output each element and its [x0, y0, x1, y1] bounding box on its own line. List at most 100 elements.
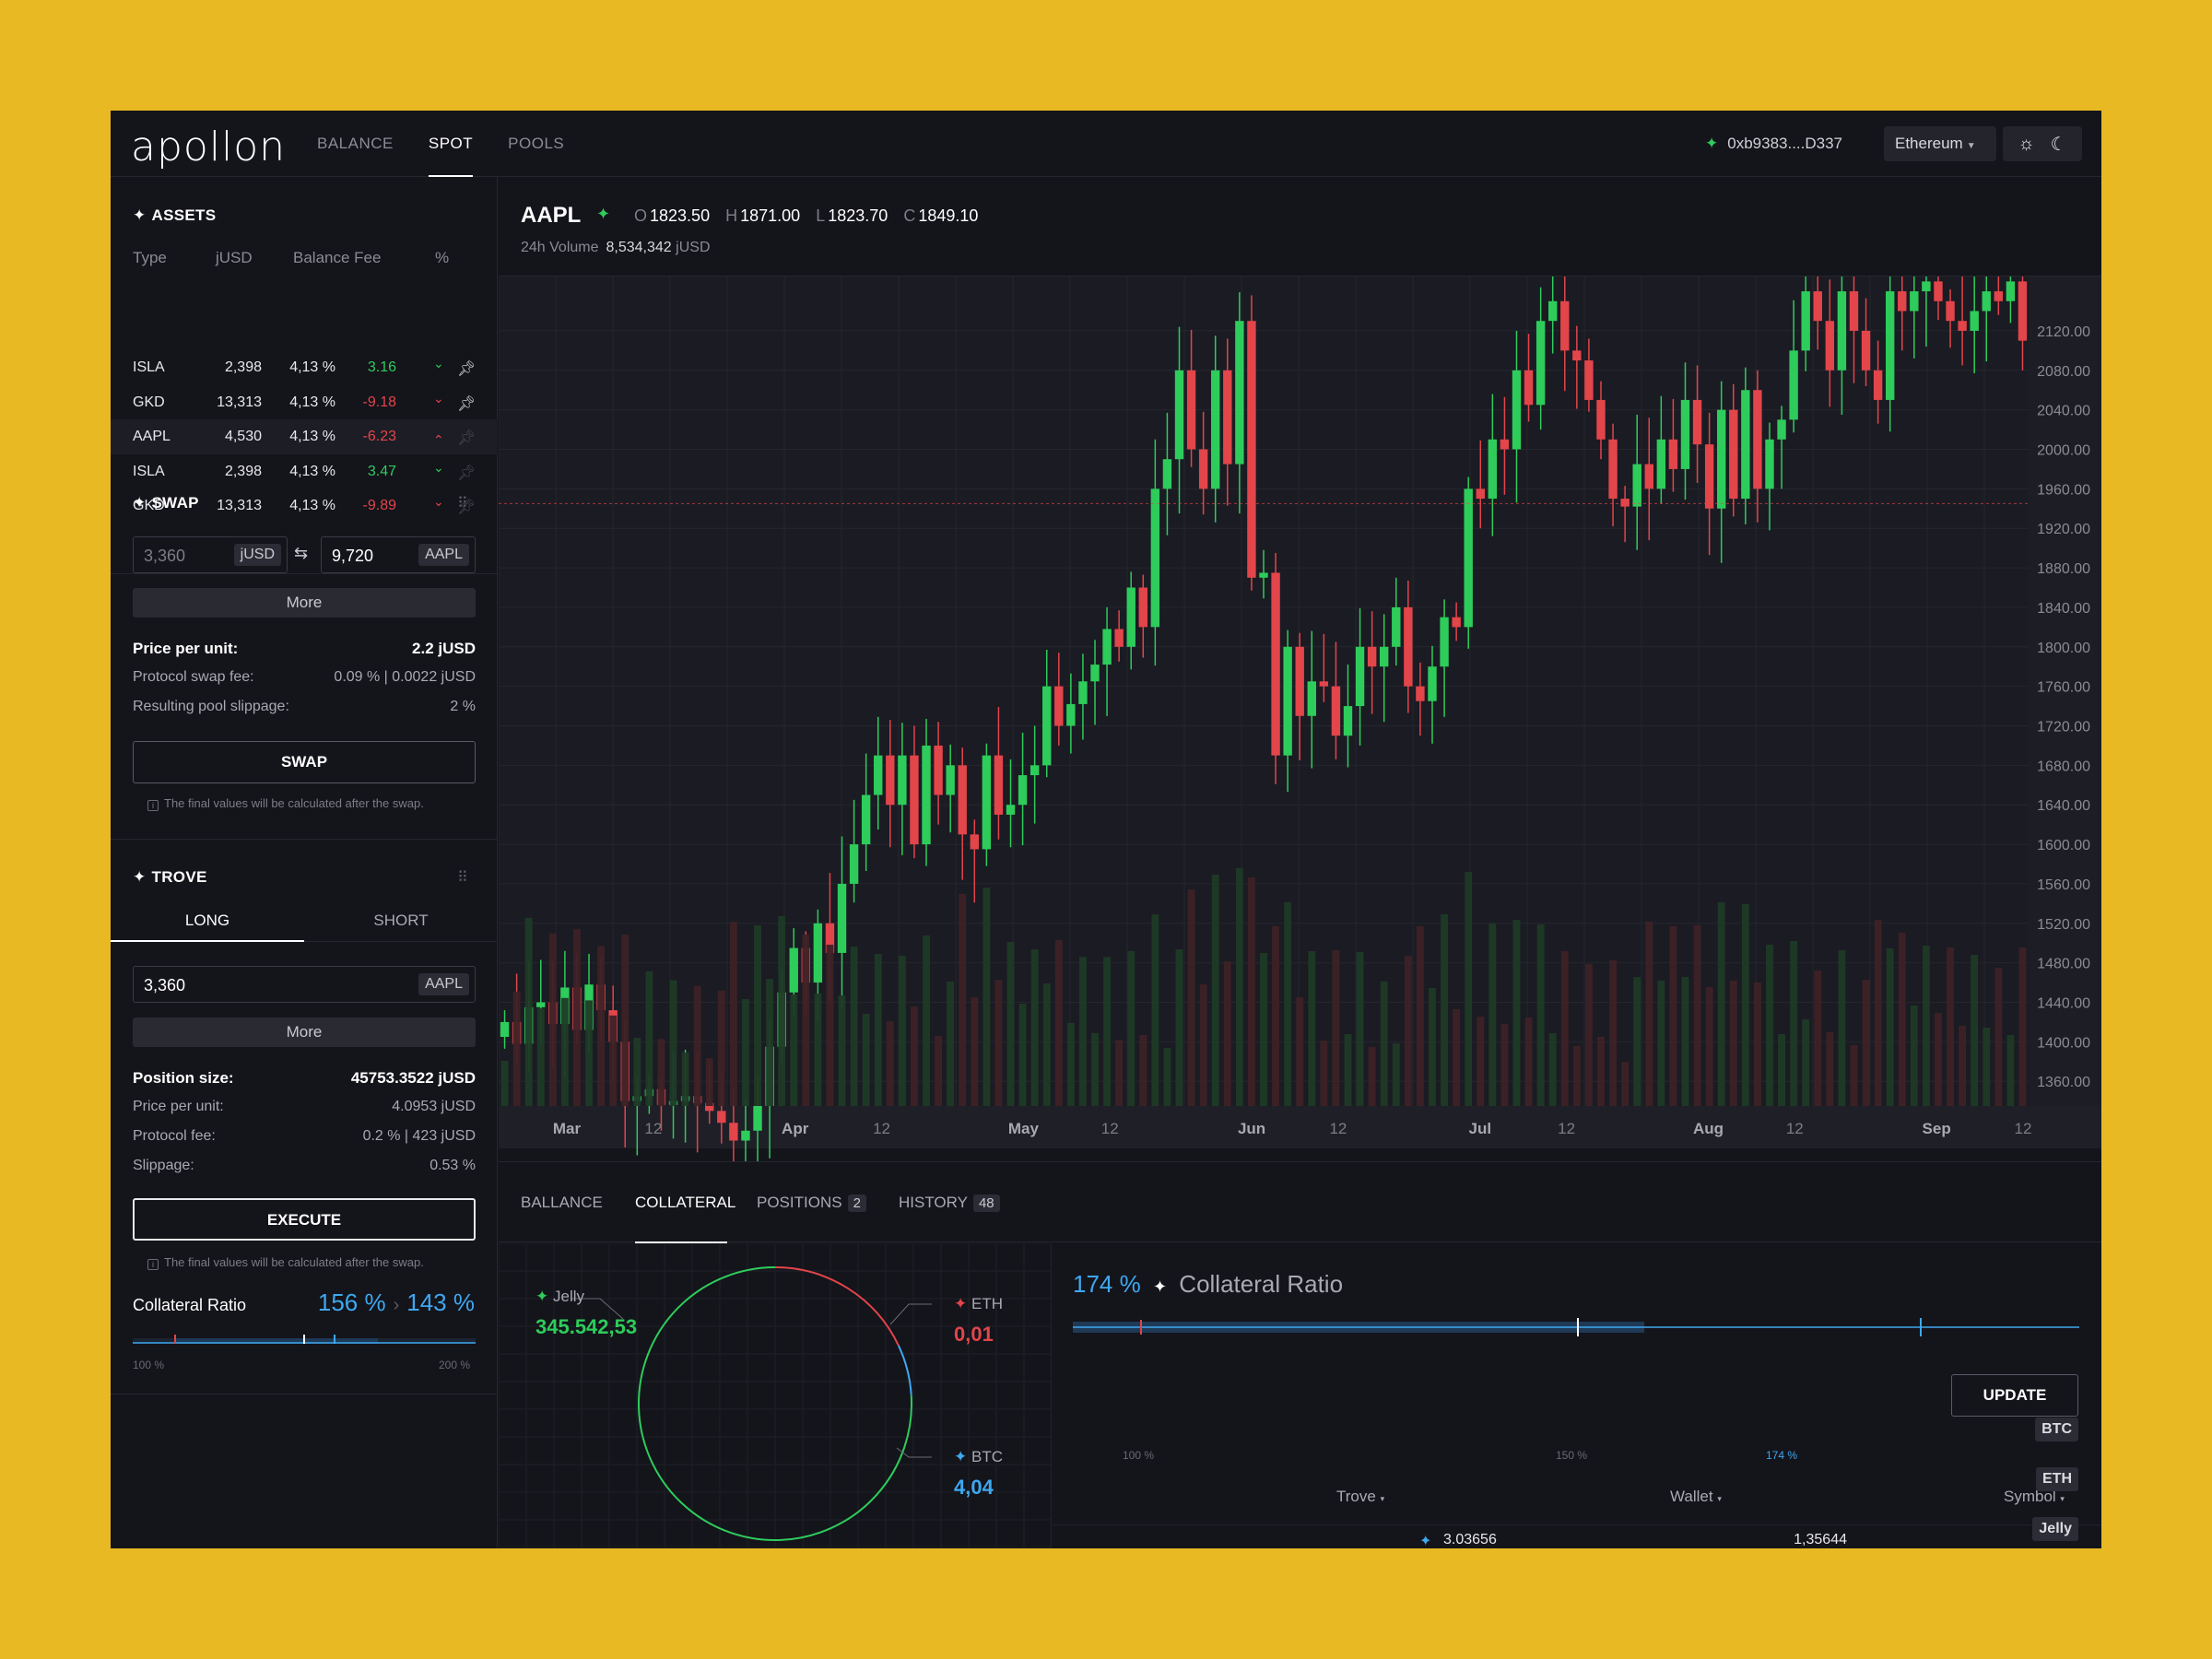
sun-icon[interactable]: ☼: [2018, 133, 2035, 154]
volume-bar: [1910, 1006, 1918, 1106]
asset-fee: 4,13 %: [289, 394, 335, 410]
volume-readout: 24h Volume 8,534,342 jUSD: [521, 240, 711, 256]
col-trove[interactable]: Trove ▾: [1336, 1488, 1385, 1505]
tab-positions[interactable]: POSITIONS 2: [757, 1194, 866, 1243]
sparkle-icon: ✦: [133, 206, 147, 224]
pin-icon[interactable]: 📌︎: [457, 465, 477, 481]
tab-ballance[interactable]: BALLANCE: [521, 1194, 603, 1211]
tab-long[interactable]: LONG: [111, 900, 304, 942]
swap-direction-icon[interactable]: ⇆: [294, 544, 309, 562]
volume-bar: [1657, 981, 1665, 1106]
swap-to-input[interactable]: 9,720 AAPL: [321, 536, 476, 573]
chart-symbol[interactable]: AAPL: [521, 203, 582, 228]
trove-fee-value: 0.2 % | 423 jUSD: [362, 1128, 476, 1144]
candle-body: [1813, 291, 1822, 322]
col-wallet[interactable]: Wallet ▾: [1670, 1488, 1722, 1505]
asset-row[interactable]: ISLA 2,398 4,13 % 3.16 ⌄ 📌︎: [111, 350, 498, 385]
candle-body: [500, 1021, 510, 1037]
asset-row[interactable]: ISLA 2,398 4,13 % 3.47 ⌄ 📌︎: [111, 454, 498, 489]
pin-icon[interactable]: 📌︎: [457, 395, 477, 412]
ratio-bar: [1073, 1318, 2079, 1336]
swap-button[interactable]: SWAP: [133, 741, 476, 783]
tab-collateral[interactable]: COLLATERAL: [635, 1194, 735, 1243]
trove-more-button[interactable]: More: [133, 1018, 476, 1047]
left-panel: ✦ ASSETS Type jUSD Balance Fee % ISLA 2,39…: [111, 177, 498, 1548]
tab-short[interactable]: SHORT: [373, 912, 429, 929]
sparkle-icon: ✦: [535, 1288, 549, 1305]
donut-label-jelly: ✦ Jelly: [535, 1288, 584, 1305]
swap-fee-value: 0.09 % | 0.0022 jUSD: [334, 669, 476, 685]
candle-body: [1078, 681, 1088, 704]
time-tick-label: 12: [644, 1120, 662, 1137]
moon-icon[interactable]: ☾: [2050, 134, 2067, 155]
swap-fee-row: Protocol swap fee: 0.09 % | 0.0022 jUSD: [133, 669, 476, 691]
asset-change: 3.47: [367, 463, 396, 479]
theme-toggle[interactable]: ☼ ☾: [2003, 126, 2082, 161]
network-select[interactable]: Ethereum ▼: [1884, 126, 1996, 161]
high-value: 1871.00: [740, 206, 801, 225]
volume-bar: [2006, 1035, 2015, 1106]
drag-handle-icon[interactable]: ⠿: [457, 870, 469, 886]
nav-spot[interactable]: SPOT: [428, 111, 474, 177]
candle-body: [1319, 681, 1329, 687]
candle-body: [1331, 686, 1341, 736]
asset-row[interactable]: AAPL 4,530 4,13 % -6.23 ⌃ 📌︎: [111, 419, 498, 454]
sparkle-icon: ✦: [954, 1295, 968, 1312]
asset-row[interactable]: GKD 13,313 4,13 % -9.89 ⌄ 📌︎: [111, 488, 498, 524]
candle-body: [1898, 291, 1907, 312]
price-chart[interactable]: 2120.00 2080.00 2040.00 2000.00 1960.00 1920.…: [499, 276, 2101, 1161]
candle-body: [1404, 606, 1413, 687]
pin-icon[interactable]: 📌︎: [457, 430, 477, 446]
candle-body: [1560, 300, 1570, 351]
update-button[interactable]: UPDATE: [1951, 1374, 2078, 1417]
open-value: 1823.50: [650, 206, 711, 225]
candle-body: [1054, 686, 1064, 726]
candle-body: [717, 1111, 726, 1124]
favorite-icon[interactable]: ✦: [596, 205, 611, 223]
asset-fee: 4,13 %: [289, 498, 335, 513]
trove-fee-label: Protocol fee:: [133, 1128, 216, 1144]
apollon-logo[interactable]: apollon: [131, 124, 287, 171]
asset-row[interactable]: GKD 13,313 4,13 % -9.18 ⌄ 📌︎: [111, 385, 498, 420]
close-value: 1849.10: [918, 206, 979, 225]
volume-bar: [1187, 889, 1195, 1106]
trove-slippage-value: 0.53 %: [429, 1158, 476, 1173]
swap-more-button[interactable]: More: [133, 588, 476, 618]
execute-button[interactable]: EXECUTE: [133, 1198, 476, 1241]
pin-icon[interactable]: 📌︎: [457, 500, 477, 515]
price-tick-label: 2080.00: [2037, 364, 2090, 380]
candle-body: [1223, 370, 1232, 465]
volume-bar: [1199, 984, 1207, 1106]
wallet-address[interactable]: ✦ 0xb9383....D337: [1705, 135, 1842, 153]
candle-body: [1716, 409, 1726, 509]
candle-body: [1295, 646, 1304, 716]
candle-body: [1343, 706, 1353, 736]
drag-handle-icon[interactable]: ⠿: [457, 496, 469, 512]
volume-bar: [1971, 955, 1979, 1106]
nav-balance[interactable]: BALANCE: [317, 135, 394, 152]
trove-slippage-label: Slippage:: [133, 1158, 194, 1173]
volume-bar: [947, 982, 955, 1106]
position-size-value: 45753.3522 jUSD: [350, 1069, 476, 1087]
candle-body: [1162, 459, 1172, 489]
pin-icon[interactable]: 📌︎: [457, 361, 477, 377]
sparkle-icon: ✦: [133, 868, 147, 886]
swap-note: i The final values will be calculated aft…: [147, 796, 424, 811]
candle-body: [946, 765, 955, 795]
price-tick-label: 1760.00: [2037, 680, 2090, 696]
col-symbol[interactable]: Symbol ▾: [2004, 1488, 2065, 1505]
trove-amount-input[interactable]: 3,360 AAPL: [133, 966, 476, 1003]
ratio-header: 174 % ✦ Collateral Ratio: [1073, 1270, 1343, 1299]
candle-body: [970, 834, 980, 850]
candle-body: [789, 947, 798, 993]
nav-pools[interactable]: POOLS: [508, 135, 565, 152]
swap-from-input[interactable]: 3,360 jUSD: [133, 536, 288, 573]
swap-price-label: Price per unit:: [133, 640, 239, 657]
ratio-tick-100: 100 %: [1123, 1449, 1155, 1462]
wallet-status-icon: ✦: [1705, 135, 1719, 152]
tab-history[interactable]: HISTORY 48: [899, 1194, 1000, 1243]
time-tick-label: Apr: [782, 1120, 809, 1137]
volume-bar: [717, 990, 725, 1106]
volume-bar: [1669, 926, 1677, 1106]
candle-body: [994, 755, 1004, 815]
